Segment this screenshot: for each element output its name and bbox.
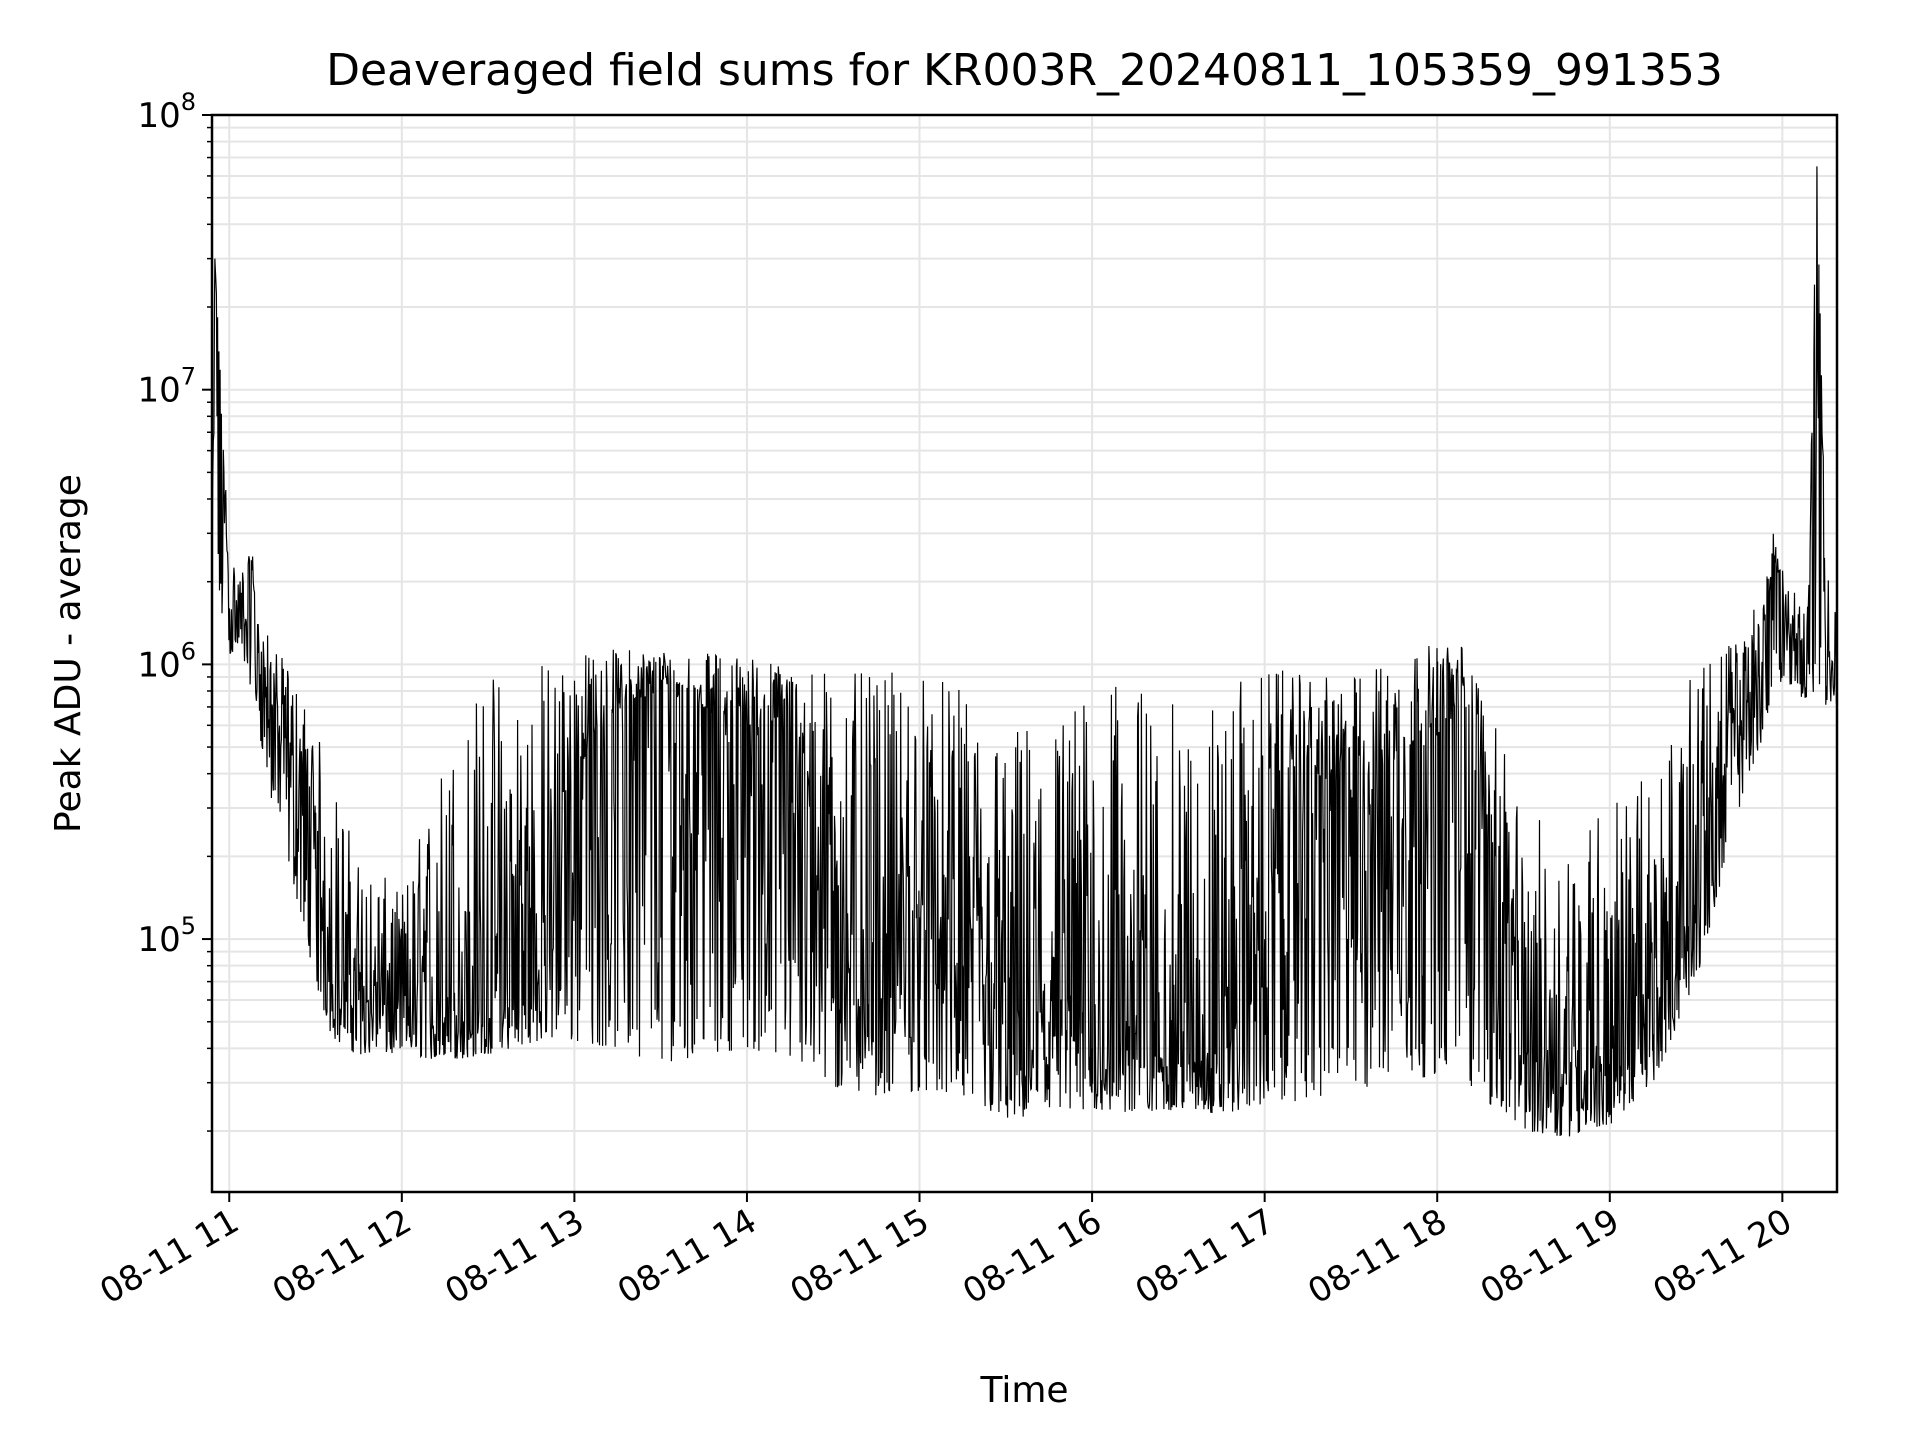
x-tick-label: 08-11 13 xyxy=(438,1201,590,1312)
x-tick-label: 08-11 17 xyxy=(1129,1201,1281,1312)
y-tick-label: 106 xyxy=(137,637,196,685)
x-tick-label: 08-11 16 xyxy=(956,1201,1108,1312)
x-tick-label: 08-11 20 xyxy=(1646,1201,1798,1312)
x-tick-label: 08-11 11 xyxy=(93,1201,245,1312)
x-axis-label: Time xyxy=(979,1370,1068,1411)
y-tick-label: 107 xyxy=(137,363,196,411)
plot-area xyxy=(212,166,1837,1137)
x-tick-label: 08-11 12 xyxy=(266,1201,418,1312)
x-tick-label: 08-11 14 xyxy=(611,1201,763,1312)
y-tick-label: 108 xyxy=(137,88,196,136)
plot-frame xyxy=(210,113,1839,1194)
y-tick-label: 105 xyxy=(137,912,196,960)
y-axis-label: Peak ADU - average xyxy=(48,474,89,833)
x-tick-label: 08-11 18 xyxy=(1301,1201,1453,1312)
x-tick-label: 08-11 19 xyxy=(1474,1201,1626,1312)
chart-title: Deaveraged field sums for KR003R_2024081… xyxy=(326,45,1723,96)
x-tick-label: 08-11 15 xyxy=(784,1201,936,1312)
data-series-line xyxy=(212,166,1837,1137)
